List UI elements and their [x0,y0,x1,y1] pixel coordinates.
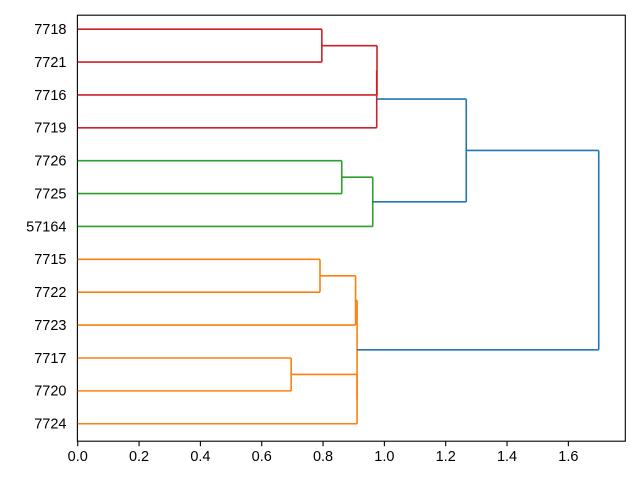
svg-text:0.2: 0.2 [129,449,149,465]
svg-text:1.4: 1.4 [497,449,517,465]
svg-text:7725: 7725 [34,186,66,202]
svg-text:7724: 7724 [34,417,66,433]
svg-text:1.0: 1.0 [374,449,394,465]
svg-text:0.4: 0.4 [190,449,210,465]
svg-text:1.6: 1.6 [558,449,578,465]
svg-text:7716: 7716 [34,88,66,104]
svg-text:7722: 7722 [34,285,66,301]
svg-text:57164: 57164 [26,219,66,235]
svg-text:7726: 7726 [34,154,66,170]
svg-text:0.6: 0.6 [252,449,272,465]
svg-text:7721: 7721 [34,55,66,71]
svg-text:7720: 7720 [34,384,66,400]
svg-text:7718: 7718 [34,22,66,38]
svg-text:0.0: 0.0 [68,449,88,465]
svg-text:1.2: 1.2 [436,449,456,465]
svg-text:7715: 7715 [34,252,66,268]
svg-text:7719: 7719 [34,121,66,137]
svg-text:0.8: 0.8 [313,449,333,465]
svg-text:7723: 7723 [34,318,66,334]
svg-text:7717: 7717 [34,351,66,367]
